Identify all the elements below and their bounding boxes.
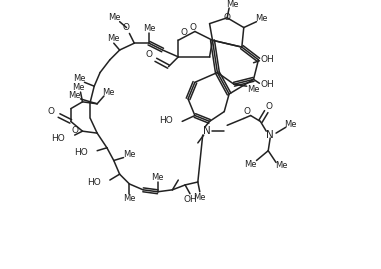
Text: O: O	[243, 107, 250, 116]
Text: Me: Me	[244, 160, 257, 169]
Text: HO: HO	[75, 148, 88, 157]
Text: O: O	[189, 23, 197, 32]
Text: Me: Me	[102, 88, 115, 97]
Text: O: O	[123, 23, 130, 32]
Text: Me: Me	[247, 85, 260, 94]
Text: Me: Me	[152, 173, 164, 182]
Text: HO: HO	[51, 134, 65, 143]
Text: O: O	[146, 50, 152, 59]
Text: OH: OH	[183, 195, 197, 204]
Text: O: O	[266, 102, 273, 111]
Text: Me: Me	[255, 14, 267, 23]
Text: Me: Me	[275, 161, 287, 170]
Text: Me: Me	[109, 13, 121, 22]
Text: O: O	[224, 13, 231, 22]
Text: Me: Me	[123, 150, 136, 159]
Text: O: O	[71, 126, 78, 135]
Text: Me: Me	[143, 24, 155, 33]
Text: Me: Me	[72, 83, 85, 92]
Text: O: O	[48, 107, 55, 116]
Text: Me: Me	[194, 193, 206, 202]
Text: Me: Me	[107, 34, 120, 43]
Text: OH: OH	[260, 80, 274, 89]
Text: OH: OH	[260, 55, 274, 64]
Text: N: N	[266, 130, 274, 140]
Text: N: N	[203, 126, 211, 136]
Text: HO: HO	[87, 178, 101, 187]
Text: Me: Me	[69, 91, 81, 101]
Text: O: O	[181, 28, 188, 37]
Text: Me: Me	[73, 74, 86, 83]
Text: Me: Me	[226, 0, 238, 9]
Text: Me: Me	[285, 120, 297, 129]
Text: Me: Me	[123, 194, 136, 203]
Text: HO: HO	[158, 116, 173, 125]
